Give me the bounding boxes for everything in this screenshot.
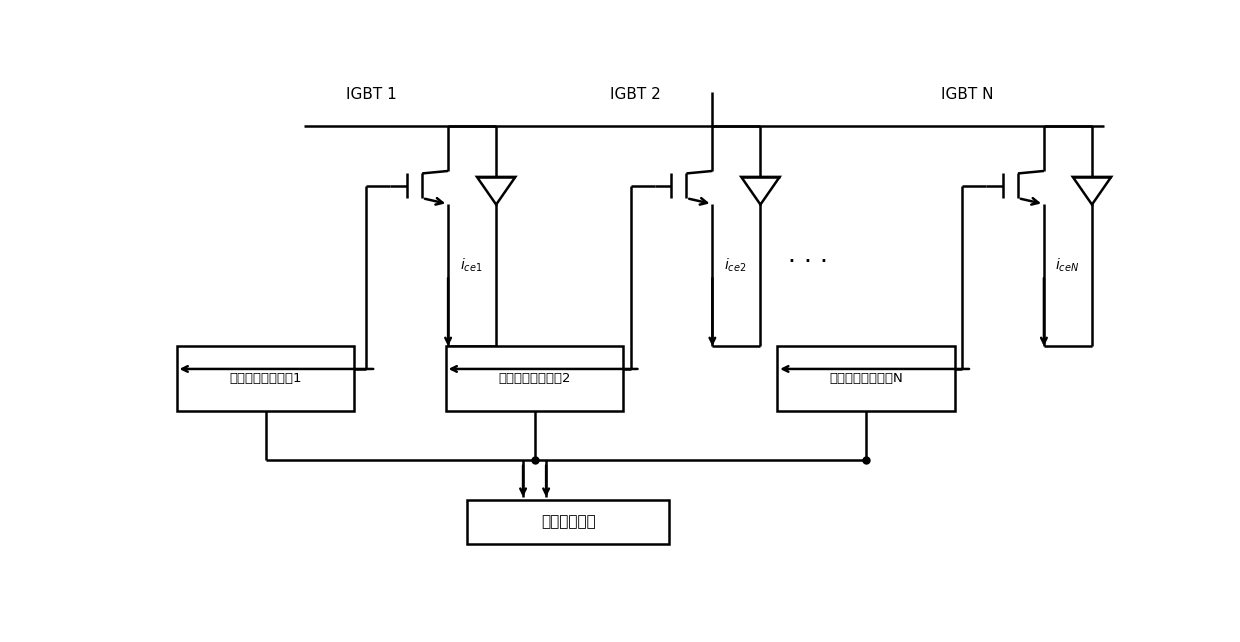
- Text: 全局控制电路: 全局控制电路: [541, 514, 595, 530]
- Text: 本地反馈控制电路N: 本地反馈控制电路N: [830, 372, 903, 385]
- Bar: [777, 347, 955, 411]
- Text: $i_{ce1}$: $i_{ce1}$: [460, 257, 482, 274]
- Text: 本地反馈控制电路1: 本地反馈控制电路1: [229, 372, 301, 385]
- Text: IGBT N: IGBT N: [941, 87, 993, 101]
- Text: IGBT 1: IGBT 1: [346, 87, 397, 101]
- Text: $i_{ceN}$: $i_{ceN}$: [1055, 257, 1080, 274]
- Bar: [467, 499, 670, 544]
- Text: . . .: . . .: [789, 243, 828, 267]
- Bar: [445, 347, 624, 411]
- Text: 本地反馈控制电路2: 本地反馈控制电路2: [498, 372, 570, 385]
- Text: IGBT 2: IGBT 2: [610, 87, 661, 101]
- Bar: [176, 347, 355, 411]
- Text: $i_{ce2}$: $i_{ce2}$: [724, 257, 746, 274]
